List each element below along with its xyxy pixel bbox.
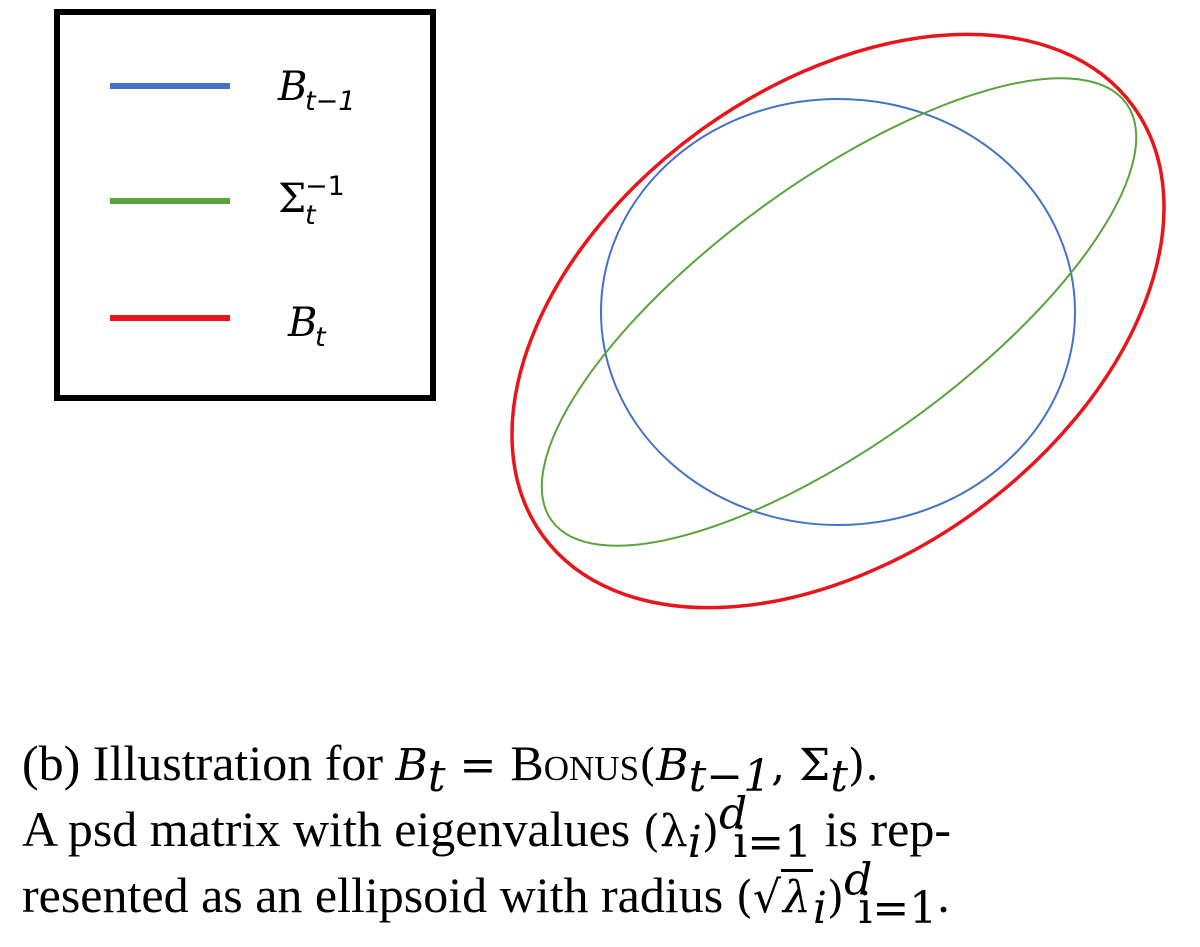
- legend-label-sigma-sub: t: [305, 200, 317, 231]
- legend-box: [54, 9, 436, 401]
- math-paren: ): [826, 872, 845, 923]
- ellipse-b-t-minus-1: [600, 98, 1076, 526]
- math-sqrt-open: (√: [735, 872, 781, 923]
- ellipse-b-t: [510, 32, 1166, 610]
- math-sub-t-minus-1: t−1: [688, 751, 772, 802]
- math-sup-d: d: [844, 854, 873, 906]
- math-sub-t: t: [427, 751, 446, 802]
- legend-label-b: B: [277, 64, 307, 110]
- caption-text: (b) Illustration for: [22, 735, 396, 791]
- math-lambda: λ: [780, 869, 813, 923]
- math-sub-i: i: [812, 883, 827, 934]
- math-sub-i: i: [687, 817, 702, 868]
- legend-label-sigma: Σ: [278, 176, 306, 222]
- legend-entry-sigma-inverse: Σ t −1: [110, 171, 345, 231]
- caption-line-3: resented as an ellipsoid with radius (√λ…: [22, 858, 1192, 931]
- caption-line-2: A psd matrix with eigenvalues (λi)di=1 i…: [22, 792, 1192, 865]
- legend-entry-b-t-minus-1: B t−1: [110, 64, 355, 117]
- legend-label-sigma-sup: −1: [305, 171, 345, 202]
- math-b: B: [656, 740, 689, 791]
- math-sub-t: t: [830, 751, 848, 802]
- math-paren: ): [701, 806, 720, 857]
- math-sub-i-eq-1: i=1: [858, 883, 938, 934]
- math-sup-d: d: [719, 788, 748, 840]
- legend-label-b: B: [287, 300, 317, 346]
- caption-text: is rep-: [812, 801, 951, 857]
- math-sub-i-eq-1: i=1: [733, 817, 813, 868]
- legend-label-b-sub: t−1: [305, 86, 355, 117]
- math-bonus: Bonus: [510, 735, 640, 791]
- caption-text: .: [937, 867, 950, 923]
- math-b: B: [395, 740, 428, 791]
- math-lambda: (λ: [642, 806, 688, 857]
- math-comma: ,: [771, 740, 800, 791]
- math-sigma: Σ: [799, 740, 831, 791]
- figure-caption: (b) Illustration for Bt = Bonus(Bt−1, Σt…: [22, 730, 1192, 931]
- math-equals: =: [445, 740, 511, 791]
- caption-text: resented as an ellipsoid with radius: [22, 867, 736, 923]
- caption-text: A psd matrix with eigenvalues: [22, 801, 643, 857]
- caption-line-1: (b) Illustration for Bt = Bonus(Bt−1, Σt…: [22, 730, 1192, 799]
- math-close: ).: [847, 740, 880, 791]
- legend-entry-b-t: B t: [110, 300, 327, 353]
- math-paren: (: [639, 740, 657, 791]
- ellipse-sigma-inverse: [540, 77, 1138, 547]
- legend-label-b-sub: t: [315, 322, 327, 353]
- bonus-illustration-figure: B t−1 Σ t −1 B t: [54, 9, 1166, 610]
